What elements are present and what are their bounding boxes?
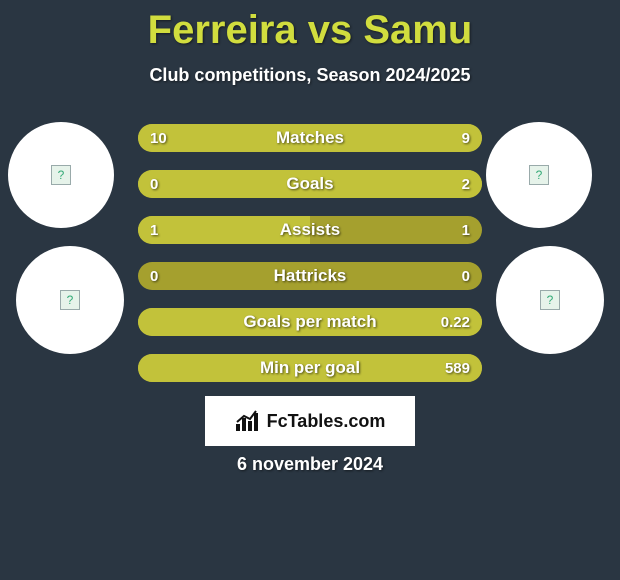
stat-bar-assists: 1 Assists 1: [138, 216, 482, 244]
subtitle: Club competitions, Season 2024/2025: [0, 65, 620, 86]
stat-value-right: 9: [462, 124, 470, 152]
date-label: 6 november 2024: [0, 454, 620, 475]
player2-avatar-bottom: ?: [496, 246, 604, 354]
brand-text: FcTables.com: [267, 411, 386, 432]
stat-bar-matches: 10 Matches 9: [138, 124, 482, 152]
stat-label: Goals: [138, 170, 482, 198]
placeholder-image-icon: ?: [51, 165, 71, 185]
stat-value-right: 0.22: [441, 308, 470, 336]
placeholder-image-icon: ?: [540, 290, 560, 310]
placeholder-image-icon: ?: [60, 290, 80, 310]
placeholder-image-icon: ?: [529, 165, 549, 185]
stat-value-right: 2: [462, 170, 470, 198]
stats-container: 10 Matches 9 0 Goals 2 1 Assists 1 0 Hat…: [138, 124, 482, 400]
stat-value-right: 0: [462, 262, 470, 290]
stat-value-right: 589: [445, 354, 470, 382]
player1-avatar-top: ?: [8, 122, 114, 228]
stat-bar-goals: 0 Goals 2: [138, 170, 482, 198]
stat-bar-goals-per-match: Goals per match 0.22: [138, 308, 482, 336]
player1-avatar-bottom: ?: [16, 246, 124, 354]
stat-label: Min per goal: [138, 354, 482, 382]
stat-label: Assists: [138, 216, 482, 244]
stat-label: Matches: [138, 124, 482, 152]
stat-bar-min-per-goal: Min per goal 589: [138, 354, 482, 382]
stat-label: Hattricks: [138, 262, 482, 290]
brand-badge: FcTables.com: [205, 396, 415, 446]
stat-bar-hattricks: 0 Hattricks 0: [138, 262, 482, 290]
player2-avatar-top: ?: [486, 122, 592, 228]
stat-label: Goals per match: [138, 308, 482, 336]
bars-chart-icon: [235, 410, 261, 432]
page-title: Ferreira vs Samu: [0, 0, 620, 53]
stat-value-right: 1: [462, 216, 470, 244]
